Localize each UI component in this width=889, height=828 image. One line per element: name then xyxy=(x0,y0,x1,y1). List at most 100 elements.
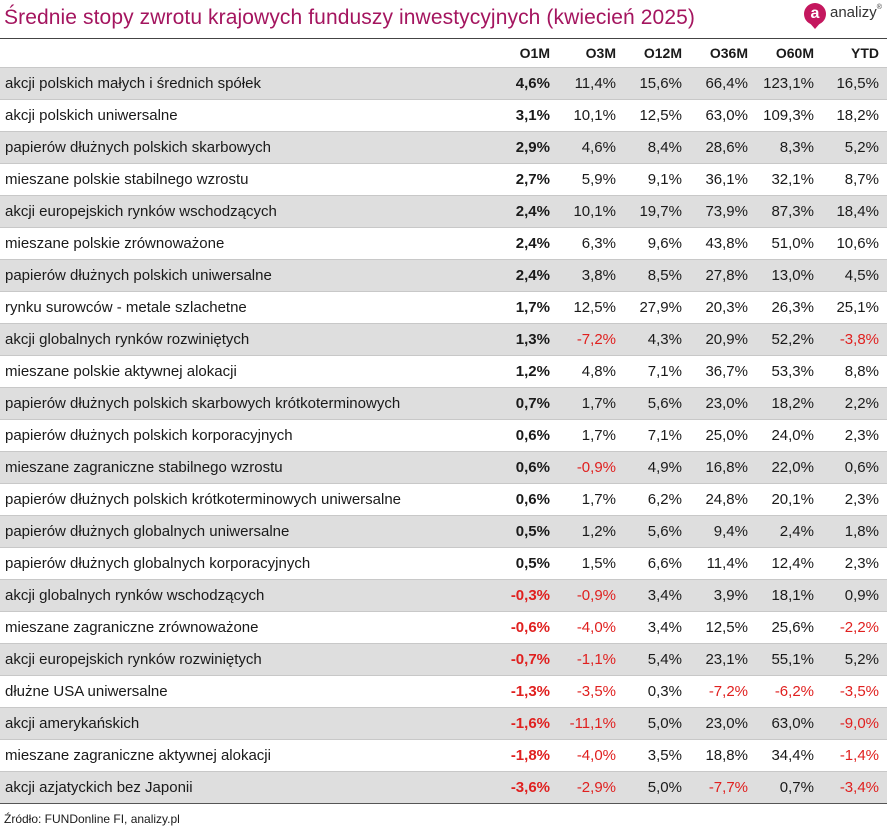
table-row: mieszane zagraniczne aktywnej alokacji -1… xyxy=(0,739,887,772)
logo-badge-tail xyxy=(808,21,822,29)
return-value-ytd: -9,0% xyxy=(822,707,887,740)
fund-category-name: akcji polskich uniwersalne xyxy=(0,99,485,132)
return-value-o36m: 28,6% xyxy=(690,131,756,164)
return-value-o3m: 1,7% xyxy=(558,419,624,452)
return-value-o36m: 43,8% xyxy=(690,227,756,260)
return-value-o12m: 19,7% xyxy=(624,195,690,228)
return-value-o1m: 0,6% xyxy=(485,451,558,484)
return-value-o12m: 7,1% xyxy=(624,355,690,388)
fund-category-name: akcji globalnych rynków wschodzących xyxy=(0,579,485,612)
table-row: mieszane polskie stabilnego wzrostu 2,7% 5… xyxy=(0,163,887,196)
return-value-o3m: -11,1% xyxy=(558,707,624,740)
fund-category-name: akcji polskich małych i średnich spółek xyxy=(0,67,485,100)
column-header-o36m: O36M xyxy=(709,45,748,61)
return-value-o12m: 3,4% xyxy=(624,611,690,644)
return-value-o60m: 53,3% xyxy=(756,355,822,388)
return-value-o1m: -0,6% xyxy=(485,611,558,644)
return-value-o60m: 13,0% xyxy=(756,259,822,292)
table-body: akcji polskich małych i średnich spółek 4… xyxy=(0,67,887,804)
return-value-o36m: 36,7% xyxy=(690,355,756,388)
return-value-o3m: -4,0% xyxy=(558,739,624,772)
table-row: papierów dłużnych globalnych korporacyjn… xyxy=(0,547,887,580)
return-value-ytd: -3,8% xyxy=(822,323,887,356)
table-row: mieszane zagraniczne zrównoważone -0,6% -4… xyxy=(0,611,887,644)
return-value-o60m: 26,3% xyxy=(756,291,822,324)
return-value-o36m: 18,8% xyxy=(690,739,756,772)
fund-category-name: mieszane polskie stabilnego wzrostu xyxy=(0,163,485,196)
return-value-o60m: 63,0% xyxy=(756,707,822,740)
table-row: papierów dłużnych polskich skarbowych kr… xyxy=(0,387,887,420)
return-value-o1m: 0,7% xyxy=(485,387,558,420)
return-value-o60m: 109,3% xyxy=(756,99,822,132)
fund-category-name: papierów dłużnych polskich uniwersalne xyxy=(0,259,485,292)
return-value-o36m: 20,3% xyxy=(690,291,756,324)
return-value-o12m: 6,6% xyxy=(624,547,690,580)
return-value-o1m: 2,7% xyxy=(485,163,558,196)
return-value-o3m: 6,3% xyxy=(558,227,624,260)
return-value-o1m: 2,4% xyxy=(485,195,558,228)
return-value-o36m: 3,9% xyxy=(690,579,756,612)
return-value-o1m: -0,7% xyxy=(485,643,558,676)
return-value-ytd: 16,5% xyxy=(822,67,887,100)
return-value-o3m: 4,8% xyxy=(558,355,624,388)
return-value-o1m: 2,4% xyxy=(485,227,558,260)
return-value-o12m: 3,4% xyxy=(624,579,690,612)
return-value-ytd: 2,3% xyxy=(822,547,887,580)
table-row: papierów dłużnych polskich skarbowych 2,9… xyxy=(0,131,887,164)
return-value-o3m: 1,7% xyxy=(558,483,624,516)
return-value-o12m: 8,4% xyxy=(624,131,690,164)
return-value-o36m: 63,0% xyxy=(690,99,756,132)
return-value-o3m: 10,1% xyxy=(558,99,624,132)
fund-category-name: mieszane zagraniczne zrównoważone xyxy=(0,611,485,644)
return-value-o36m: 27,8% xyxy=(690,259,756,292)
return-value-o36m: 23,1% xyxy=(690,643,756,676)
return-value-o60m: -6,2% xyxy=(756,675,822,708)
return-value-ytd: 2,2% xyxy=(822,387,887,420)
fund-category-name: papierów dłużnych polskich skarbowych kr… xyxy=(0,387,485,420)
return-value-o1m: 0,6% xyxy=(485,419,558,452)
fund-category-name: mieszane zagraniczne aktywnej alokacji xyxy=(0,739,485,772)
table-row: mieszane zagraniczne stabilnego wzrostu 0… xyxy=(0,451,887,484)
return-value-o60m: 52,2% xyxy=(756,323,822,356)
fund-category-name: papierów dłużnych polskich korporacyjnyc… xyxy=(0,419,485,452)
return-value-ytd: 5,2% xyxy=(822,643,887,676)
returns-table: O1M O3M O12M O36M O60M YTD akcji polskich mał… xyxy=(0,38,887,804)
return-value-o3m: -7,2% xyxy=(558,323,624,356)
return-value-o1m: 1,3% xyxy=(485,323,558,356)
return-value-o60m: 0,7% xyxy=(756,771,822,804)
return-value-o1m: 0,5% xyxy=(485,547,558,580)
table-header-row: O1M O3M O12M O36M O60M YTD xyxy=(0,38,887,68)
return-value-o60m: 87,3% xyxy=(756,195,822,228)
return-value-ytd: 10,6% xyxy=(822,227,887,260)
fund-category-name: akcji amerykańskich xyxy=(0,707,485,740)
return-value-ytd: -2,2% xyxy=(822,611,887,644)
table-row: papierów dłużnych polskich uniwersalne 2,… xyxy=(0,259,887,292)
return-value-o3m: -0,9% xyxy=(558,451,624,484)
table-row: akcji azjatyckich bez Japonii -3,6% -2,9% 5… xyxy=(0,771,887,804)
table-row: papierów dłużnych globalnych uniwersalne… xyxy=(0,515,887,548)
return-value-o60m: 18,1% xyxy=(756,579,822,612)
table-row: akcji europejskich rynków rozwiniętych -0… xyxy=(0,643,887,676)
return-value-o1m: 0,6% xyxy=(485,483,558,516)
return-value-o3m: 1,2% xyxy=(558,515,624,548)
return-value-o60m: 22,0% xyxy=(756,451,822,484)
table-row: akcji globalnych rynków rozwiniętych 1,3%… xyxy=(0,323,887,356)
fund-category-name: papierów dłużnych globalnych korporacyjn… xyxy=(0,547,485,580)
return-value-o36m: 73,9% xyxy=(690,195,756,228)
return-value-ytd: 2,3% xyxy=(822,419,887,452)
fund-category-name: papierów dłużnych polskich skarbowych xyxy=(0,131,485,164)
table-row: akcji polskich uniwersalne 3,1% 10,1% 12,5%… xyxy=(0,99,887,132)
return-value-o36m: 25,0% xyxy=(690,419,756,452)
return-value-ytd: 18,2% xyxy=(822,99,887,132)
return-value-o12m: 7,1% xyxy=(624,419,690,452)
return-value-o1m: -0,3% xyxy=(485,579,558,612)
logo-registered-mark: ® xyxy=(876,4,882,11)
return-value-o12m: 12,5% xyxy=(624,99,690,132)
table-row: akcji polskich małych i średnich spółek 4… xyxy=(0,67,887,100)
return-value-o36m: 36,1% xyxy=(690,163,756,196)
logo-wordmark: analizy xyxy=(830,4,877,21)
fund-category-name: akcji europejskich rynków rozwiniętych xyxy=(0,643,485,676)
return-value-o36m: 20,9% xyxy=(690,323,756,356)
return-value-o36m: -7,2% xyxy=(690,675,756,708)
return-value-o12m: 5,4% xyxy=(624,643,690,676)
